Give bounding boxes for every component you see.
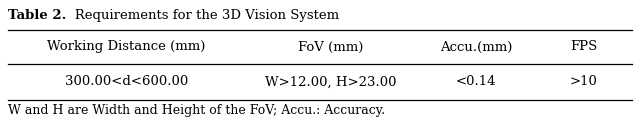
Text: FPS: FPS — [570, 41, 598, 53]
Text: Accu.(mm): Accu.(mm) — [440, 41, 513, 53]
Text: W and H are Width and Height of the FoV; Accu.: Accuracy.: W and H are Width and Height of the FoV;… — [8, 104, 385, 117]
Text: Working Distance (mm): Working Distance (mm) — [47, 41, 205, 53]
Text: W>12.00, H>23.00: W>12.00, H>23.00 — [265, 75, 397, 88]
Text: Requirements for the 3D Vision System: Requirements for the 3D Vision System — [62, 9, 339, 22]
Text: FoV (mm): FoV (mm) — [298, 41, 364, 53]
Text: 300.00<d<600.00: 300.00<d<600.00 — [65, 75, 188, 88]
Text: >10: >10 — [570, 75, 598, 88]
Text: Table 2.: Table 2. — [8, 9, 66, 22]
Text: <0.14: <0.14 — [456, 75, 497, 88]
